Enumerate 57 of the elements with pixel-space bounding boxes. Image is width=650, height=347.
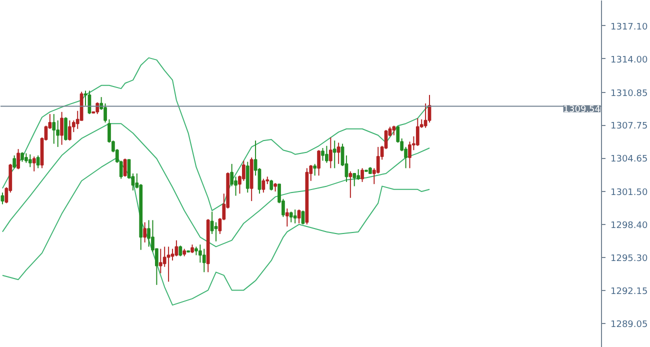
y-tick-label: 1301.50	[610, 188, 648, 198]
candlestick	[96, 102, 100, 115]
candlestick	[52, 114, 56, 144]
y-tick-label: 1289.05	[610, 320, 648, 330]
candlestick	[317, 150, 320, 176]
y-tick-label: 1317.10	[610, 22, 648, 32]
candlestick	[293, 209, 297, 224]
candlestick	[289, 211, 293, 223]
candlestick	[376, 146, 380, 174]
candlestick	[416, 118, 420, 146]
candlestick	[328, 136, 332, 169]
y-tick-label: 1304.65	[610, 154, 648, 165]
candlestick	[262, 178, 266, 194]
candlestick	[352, 172, 356, 187]
y-tick-label: 1292.15	[610, 287, 648, 298]
candlestick	[348, 170, 352, 198]
candlestick	[313, 163, 317, 176]
candlestick	[392, 125, 396, 136]
candlestick	[158, 248, 162, 274]
candlestick	[285, 208, 289, 228]
candlestick	[36, 154, 40, 169]
candlestick	[123, 158, 127, 178]
candlestick	[178, 245, 182, 257]
candlestick	[60, 111, 64, 146]
candlestick	[242, 160, 246, 182]
y-tick-label: 1298.40	[610, 220, 648, 231]
y-tick-label: 1295.30	[610, 254, 648, 264]
candlestick	[270, 179, 274, 191]
candlestick	[64, 116, 68, 142]
candlestick	[12, 154, 16, 169]
candlestick	[332, 140, 336, 169]
candlestick	[230, 163, 234, 187]
candlestick	[321, 148, 324, 162]
candlestick	[246, 161, 250, 194]
candlestick	[360, 168, 364, 182]
ref-line-label: 1309.54	[563, 105, 601, 116]
y-tick-label: 1314.00	[610, 55, 648, 66]
candlestick	[210, 211, 214, 234]
candlestick	[301, 210, 305, 225]
line-series	[2, 157, 430, 306]
candlestick	[143, 222, 147, 243]
candlestick	[28, 154, 32, 168]
candlestick	[297, 209, 301, 224]
candlestick	[202, 248, 206, 273]
candlestick	[170, 248, 174, 261]
candlestick	[32, 156, 36, 172]
candlestick	[20, 152, 24, 162]
candlestick	[325, 145, 328, 164]
y-tick-label: 1310.85	[610, 88, 648, 99]
candlestick	[68, 120, 72, 142]
candlestick	[214, 222, 218, 242]
candlestick	[24, 152, 28, 164]
candlestick	[16, 148, 20, 170]
y-tick-label: 1307.75	[610, 122, 648, 132]
line-series	[2, 123, 430, 248]
candlestick	[166, 246, 170, 282]
candlestick	[174, 240, 178, 257]
